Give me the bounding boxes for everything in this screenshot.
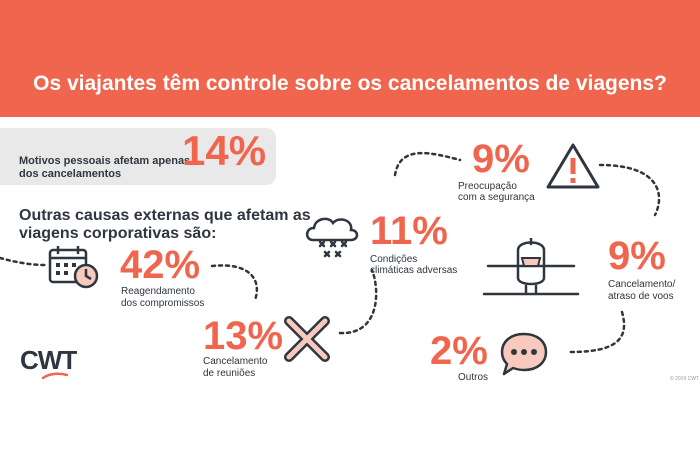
stat-9-flights-percent: 9% <box>608 234 666 278</box>
external-causes-line2: viagens corporativas são: <box>19 225 217 242</box>
path-9-to-9b <box>598 163 661 217</box>
x-cross-icon <box>284 316 330 362</box>
stat-9-safety-line1: Preocupação <box>458 181 517 192</box>
storm-cloud-icon <box>305 217 359 258</box>
path-13-to-11 <box>338 268 378 335</box>
personal-reasons-text-1: Motivos pessoais afetam apenas <box>19 155 191 167</box>
stat-42-percent: 42% <box>120 243 201 287</box>
airplane-icon <box>482 238 580 296</box>
copyright-text: © 2019 CWT <box>670 376 699 382</box>
stat-13-percent: 13% <box>203 314 284 358</box>
stat-13-line2: de reuniões <box>203 368 256 379</box>
stat-2-percent: 2% <box>430 329 488 373</box>
stat-9-safety-percent: 9% <box>472 137 530 181</box>
stat-2-line1: Outros <box>458 372 489 383</box>
header-banner: Os viajantes têm controle sobre os cance… <box>0 0 700 117</box>
personal-reasons-percent: 14% <box>182 127 267 174</box>
stat-11-line2: climáticas adversas <box>370 265 458 276</box>
stat-9-flights-line1: Cancelamento/ <box>608 279 676 290</box>
warning-triangle-icon <box>546 143 600 189</box>
stat-42-line1: Reagendamento <box>121 286 195 297</box>
path-9b-to-2 <box>568 310 626 354</box>
stat-13-line1: Cancelamento <box>203 356 268 367</box>
stat-9-safety-line2: com a segurança <box>458 192 535 203</box>
cwt-logo: CWT <box>20 345 77 375</box>
stat-11-percent: 11% <box>370 209 448 253</box>
path-11-to-9 <box>393 151 462 177</box>
stat-9-flights-line2: atraso de voos <box>608 291 674 302</box>
logo-swoosh-icon <box>42 372 68 380</box>
personal-reasons-text-2: dos cancelamentos <box>19 168 122 180</box>
path-left <box>0 256 47 267</box>
stat-42-line2: dos compromissos <box>121 298 205 309</box>
page-title: Os viajantes têm controle sobre os cance… <box>33 72 667 95</box>
personal-reasons-panel <box>0 128 276 185</box>
stat-11-line1: Condições <box>370 254 418 265</box>
calendar-clock-icon <box>48 246 99 289</box>
external-causes-line1: Outras causas externas que afetam as <box>19 207 311 224</box>
path-42-to-13 <box>210 264 259 302</box>
speech-bubble-icon <box>500 332 548 376</box>
